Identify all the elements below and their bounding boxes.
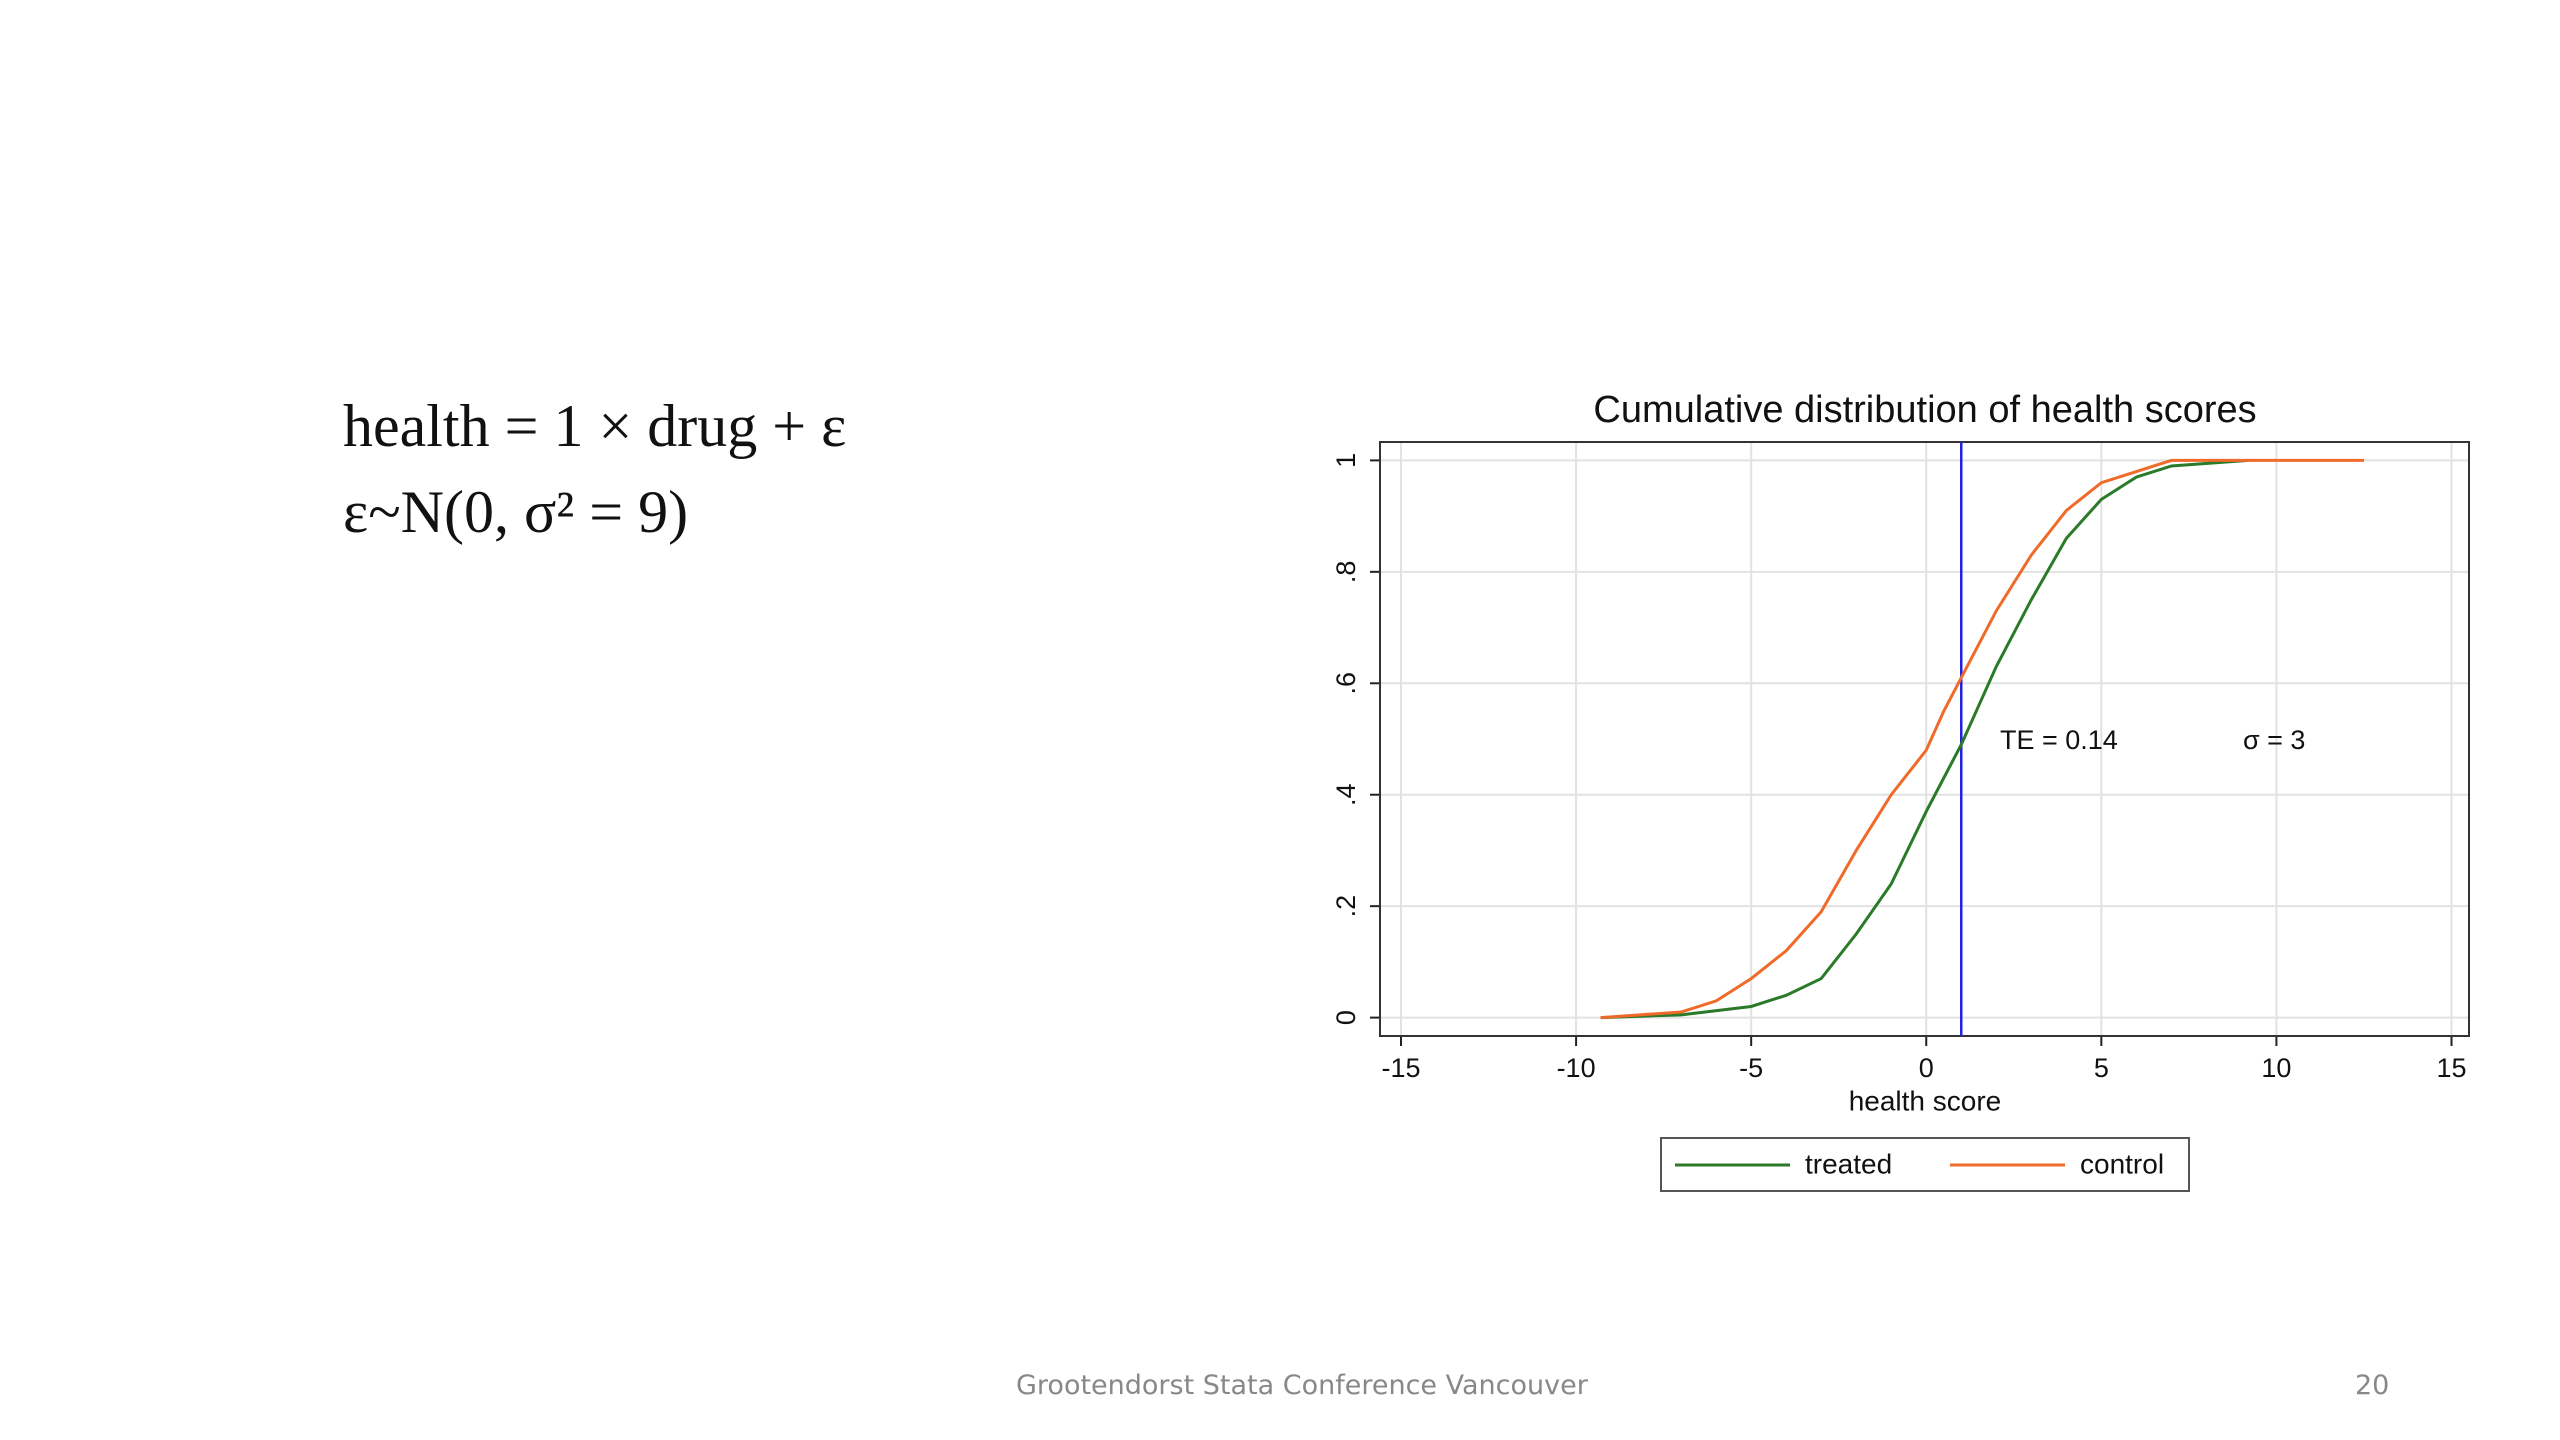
y-tick-label: .4 xyxy=(1331,783,1361,806)
equation: ε~N(0, σ² = 9) xyxy=(343,479,689,545)
y-tick-label: .8 xyxy=(1331,561,1361,584)
plot-frame xyxy=(1379,441,2470,1037)
y-tick-label: 0 xyxy=(1331,1010,1361,1025)
chart-title: Cumulative distribution of health scores xyxy=(1593,389,2256,431)
x-tick-label: -5 xyxy=(1739,1053,1763,1083)
y-tick-label: .6 xyxy=(1331,672,1361,695)
x-tick-label: 10 xyxy=(2261,1053,2291,1083)
equation: health = 1 × drug + ε xyxy=(343,393,847,459)
legend-label: control xyxy=(2080,1148,2164,1179)
x-tick-label: 0 xyxy=(1919,1053,1934,1083)
footer: Grootendorst Stata Conference Vancouver xyxy=(1016,1370,1588,1401)
cdf-line xyxy=(1600,458,2249,1020)
x-tick-label: -10 xyxy=(1557,1053,1596,1083)
annotation: σ = 3 xyxy=(2243,725,2305,755)
x-axis-label: health score xyxy=(1849,1085,2002,1116)
page-number: 20 xyxy=(2355,1370,2390,1401)
x-tick-label: 15 xyxy=(2436,1053,2466,1083)
y-tick-label: .2 xyxy=(1331,895,1361,918)
y-tick-label: 1 xyxy=(1331,453,1361,468)
x-tick-label: 5 xyxy=(2094,1053,2109,1083)
x-tick-label: -15 xyxy=(1381,1053,1420,1083)
legend-label: treated xyxy=(1805,1148,1892,1179)
annotation: TE = 0.14 xyxy=(2000,725,2118,755)
cdf-line xyxy=(1600,458,2364,1020)
